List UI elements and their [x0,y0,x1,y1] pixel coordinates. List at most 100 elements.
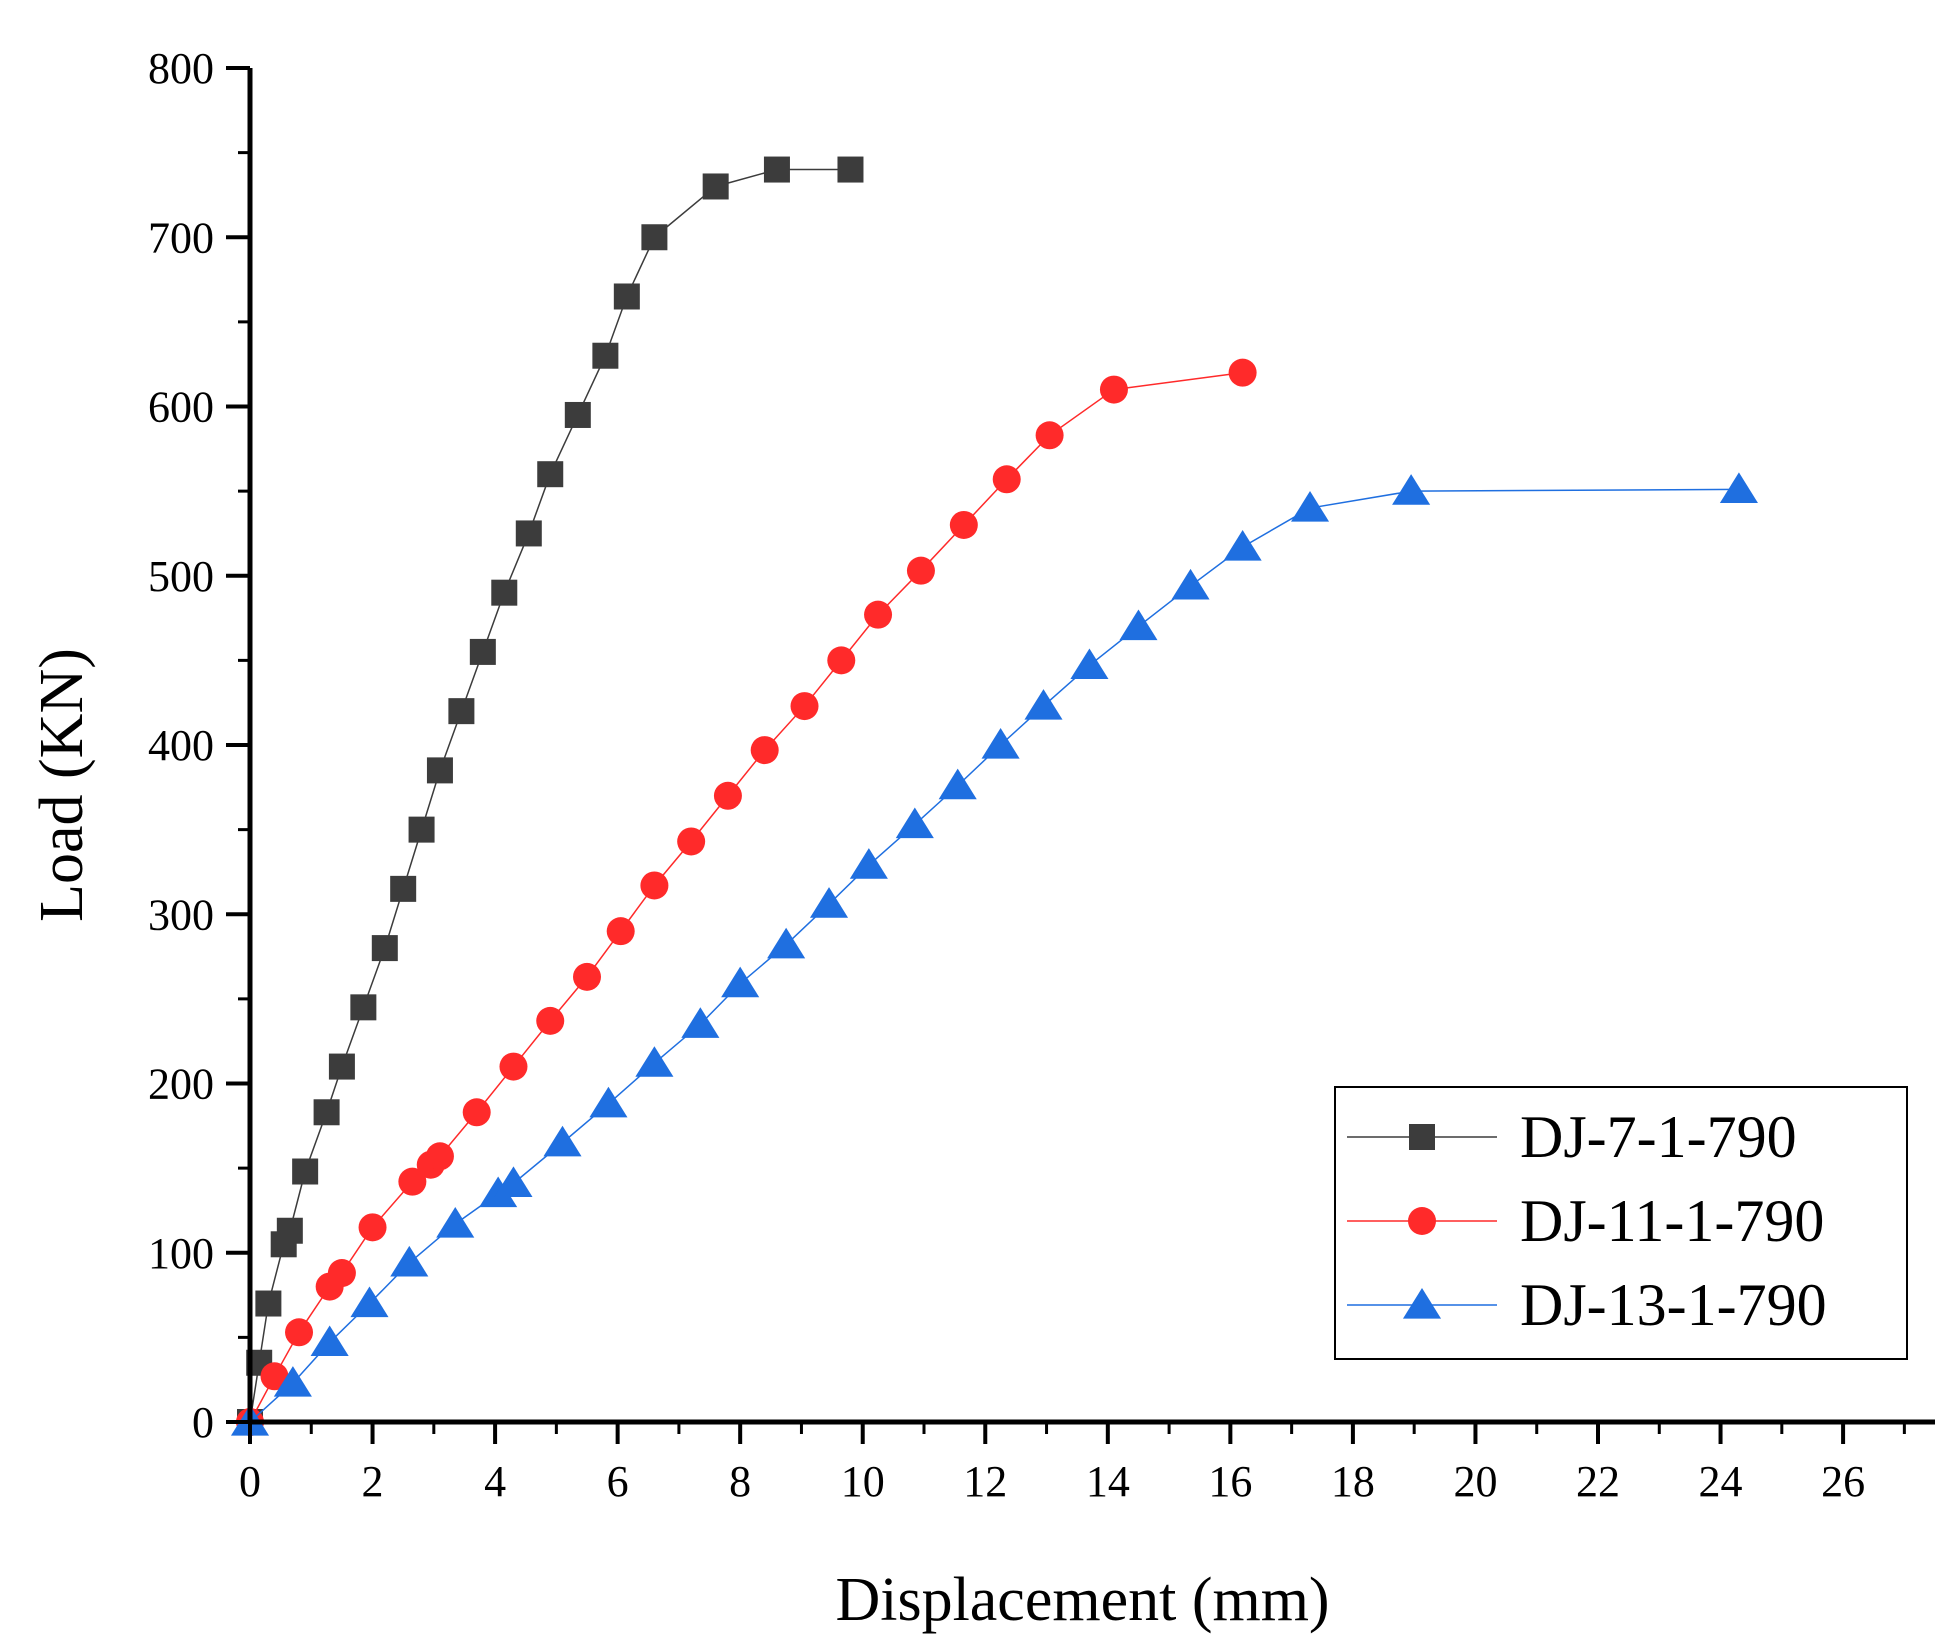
y-tick-label: 300 [148,890,214,939]
legend-label: DJ-13-1-790 [1520,1272,1827,1338]
data-point-circle [358,1213,387,1242]
series-DJ-7-1-790 [237,156,864,1435]
data-point-circle [285,1318,314,1347]
data-point-square [469,638,496,665]
data-point-triangle [494,1166,533,1197]
data-point-square [426,757,453,784]
x-tick-label: 2 [362,1457,384,1506]
data-point-circle [499,1052,528,1081]
data-point-circle [1228,358,1257,387]
data-point-circle [573,962,601,991]
data-point-triangle [809,887,849,918]
data-point-circle [827,646,856,675]
y-tick-label: 100 [148,1229,214,1278]
data-point-circle [606,917,635,946]
data-point-triangle [1070,648,1109,680]
data-point-square [371,935,398,962]
x-tick-label: 24 [1699,1457,1743,1506]
y-axis-title: Load (KN) [28,648,96,922]
legend-marker-square [1409,1124,1435,1150]
data-point-circle [398,1167,427,1196]
legend-item: DJ-11-1-790 [1347,1188,1824,1254]
data-point-square [408,816,435,843]
data-point-triangle [1171,568,1210,600]
legend-item: DJ-13-1-790 [1347,1272,1827,1338]
data-point-square [448,698,475,725]
data-point-circle [1035,421,1064,450]
x-tick-label: 12 [963,1457,1007,1506]
data-point-triangle [1119,609,1158,641]
x-tick-label: 6 [607,1457,629,1506]
x-ticks: 0 2 4 6 8 10 12 14 16 18 20 22 24 26 [239,1422,1906,1506]
legend-marker-triangle [1402,1288,1442,1319]
data-point-square [564,401,591,428]
data-point-circle [949,510,978,539]
data-point-circle [677,827,706,856]
data-point-triangle [273,1366,312,1397]
x-tick-label: 16 [1208,1457,1252,1506]
y-tick-label: 200 [148,1060,214,1109]
data-point-triangle [436,1206,475,1238]
legend-item: DJ-7-1-790 [1347,1104,1797,1170]
data-point-circle [462,1098,491,1127]
data-point-triangle [981,728,1020,759]
data-point-square [613,283,640,310]
data-point-triangle [1223,529,1262,561]
data-point-square [537,461,564,488]
x-axis-title: Displacement (mm) [835,1566,1329,1634]
data-point-triangle [681,1007,720,1038]
data-point-square [276,1217,303,1244]
series-DJ-11-1-790 [236,358,1257,1436]
data-point-circle [790,692,819,721]
legend-items: DJ-7-1-790 DJ-11-1-790 DJ-13-1-790 [1347,1104,1827,1338]
data-point-circle [713,781,742,810]
x-tick-label: 0 [239,1457,261,1506]
data-point-square [255,1290,282,1317]
data-point-circle [536,1006,565,1035]
data-point-square [837,156,864,183]
data-point-triangle [721,966,760,998]
data-point-triangle [310,1325,349,1357]
x-tick-label: 18 [1331,1457,1375,1506]
data-point-square [491,579,518,606]
data-point-triangle [635,1046,674,1077]
data-point-square [350,994,377,1021]
data-point-triangle [390,1245,429,1277]
x-tick-label: 20 [1453,1457,1497,1506]
x-tick-label: 10 [841,1457,885,1506]
x-tick-label: 22 [1576,1457,1620,1506]
data-point-circle [906,556,935,585]
x-tick-label: 4 [484,1457,506,1506]
data-point-circle [992,465,1021,494]
y-tick-label: 0 [192,1398,214,1447]
data-point-square [328,1053,355,1080]
data-point-triangle [938,768,977,800]
legend-label: DJ-7-1-790 [1520,1104,1797,1170]
y-tick-label: 600 [148,383,214,432]
data-point-triangle [1024,689,1063,720]
data-point-square [641,224,668,251]
data-point-square [292,1158,319,1185]
legend: DJ-7-1-790 DJ-11-1-790 DJ-13-1-790 [1334,1086,1908,1360]
data-point-square [702,173,729,200]
series-line [249,168,851,1423]
x-tick-label: 14 [1086,1457,1130,1506]
y-tick-label: 700 [148,213,214,262]
legend-marker-circle [1408,1207,1436,1235]
data-point-square [592,342,619,369]
data-point-square [313,1099,340,1126]
y-tick-label: 400 [148,721,214,770]
data-point-triangle [1719,472,1758,504]
data-point-triangle [589,1086,628,1118]
x-tick-label: 26 [1821,1457,1865,1506]
data-point-circle [864,600,893,629]
data-point-triangle [350,1286,389,1318]
x-tick-label: 8 [729,1457,751,1506]
data-point-circle [327,1259,356,1288]
data-point-triangle [767,927,806,959]
data-point-triangle [895,807,934,839]
data-point-circle [750,736,779,765]
y-tick-label: 500 [148,552,214,601]
axes: 0 2 4 6 8 10 12 14 16 18 20 22 24 26 0100200300400500… [148,44,1935,1506]
